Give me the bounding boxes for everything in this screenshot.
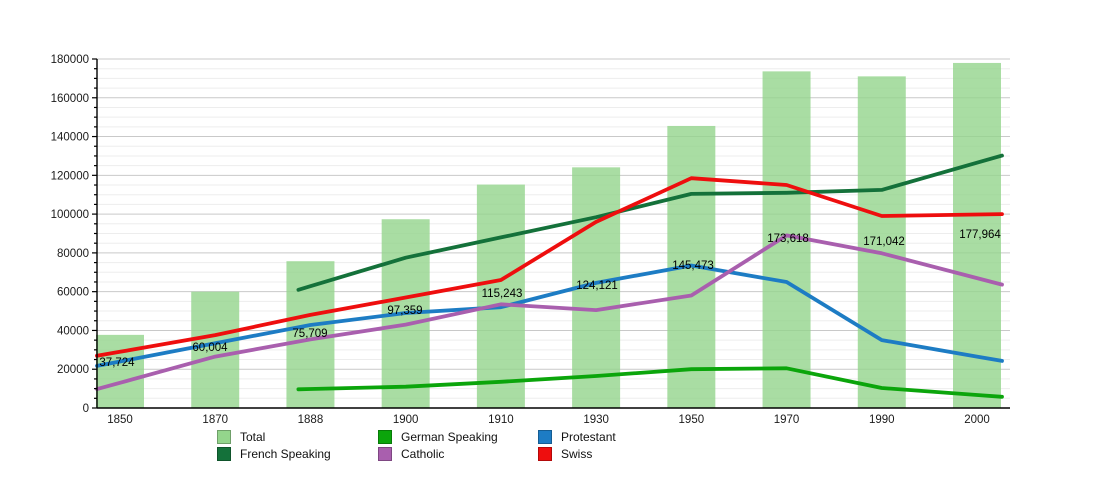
bar-value-label: 75,709	[292, 328, 327, 340]
y-tick-label: 100000	[51, 209, 89, 221]
y-tick-label: 80000	[57, 248, 89, 260]
legend-item-swiss: Swiss	[538, 447, 592, 461]
line-swiss	[95, 176, 1004, 358]
bar-value-label: 37,724	[99, 357, 135, 369]
legend-swatch-french-speaking	[217, 447, 231, 461]
bar-value-label: 124,121	[576, 280, 618, 292]
legend-swatch-german-speaking	[378, 430, 392, 444]
legend-label: Swiss	[561, 447, 593, 461]
bar-2000	[953, 62, 1001, 409]
y-tick-label: 180000	[51, 54, 89, 66]
y-tick-label: 20000	[57, 364, 89, 376]
x-tick-label: 1870	[202, 414, 228, 426]
legend-item-catholic: Catholic	[378, 447, 444, 461]
y-tick-label: 160000	[51, 93, 89, 105]
y-tick-label: 140000	[51, 132, 89, 144]
x-tick-label: 1910	[488, 414, 514, 426]
legend-label: Total	[240, 430, 266, 444]
bar-value-label: 171,042	[863, 236, 905, 248]
x-tick-label: 1900	[393, 414, 419, 426]
bar-1870	[191, 291, 240, 408]
legend-item-protestant: Protestant	[538, 430, 616, 444]
legend-item-french-speaking: French Speaking	[217, 447, 331, 461]
bar-1910	[476, 184, 525, 408]
legend-swatch-catholic	[378, 447, 392, 461]
bar-value-label: 177,964	[959, 229, 1001, 241]
line-german-speaking	[296, 366, 1004, 399]
bar-value-label: 115,243	[482, 288, 523, 300]
y-tick-label: 120000	[51, 170, 89, 182]
x-tick-label: 1888	[298, 414, 324, 426]
bar-1990	[857, 76, 906, 409]
legend-label: German Speaking	[401, 430, 498, 444]
x-tick-label: 1990	[869, 414, 895, 426]
x-tick-label: 1950	[679, 414, 705, 426]
bar-value-label: 145,473	[672, 260, 714, 272]
line-french-speaking	[296, 153, 1004, 292]
legend-swatch-swiss	[538, 447, 552, 461]
bar-1850	[96, 334, 144, 408]
x-tick-label: 1970	[774, 414, 800, 426]
bar-value-label: 60,004	[192, 342, 228, 354]
legend-label: Catholic	[401, 447, 445, 461]
bar-value-label: 173,618	[767, 233, 809, 245]
legend-item-total: Total	[217, 430, 265, 444]
legend-swatch-total	[217, 430, 231, 444]
x-tick-label: 1930	[583, 414, 609, 426]
x-tick-label: 2000	[964, 414, 990, 426]
y-tick-label: 40000	[57, 325, 89, 337]
legend-swatch-protestant	[538, 430, 552, 444]
bar-value-label: 97,359	[387, 305, 422, 317]
line-protestant	[95, 263, 1004, 368]
x-tick-label: 1850	[107, 414, 133, 426]
y-tick-label: 0	[83, 403, 89, 415]
legend-label: Protestant	[561, 430, 616, 444]
legend-item-german-speaking: German Speaking	[378, 430, 498, 444]
line-catholic	[95, 233, 1004, 392]
y-tick-label: 60000	[57, 287, 89, 299]
legend-label: French Speaking	[240, 447, 331, 461]
